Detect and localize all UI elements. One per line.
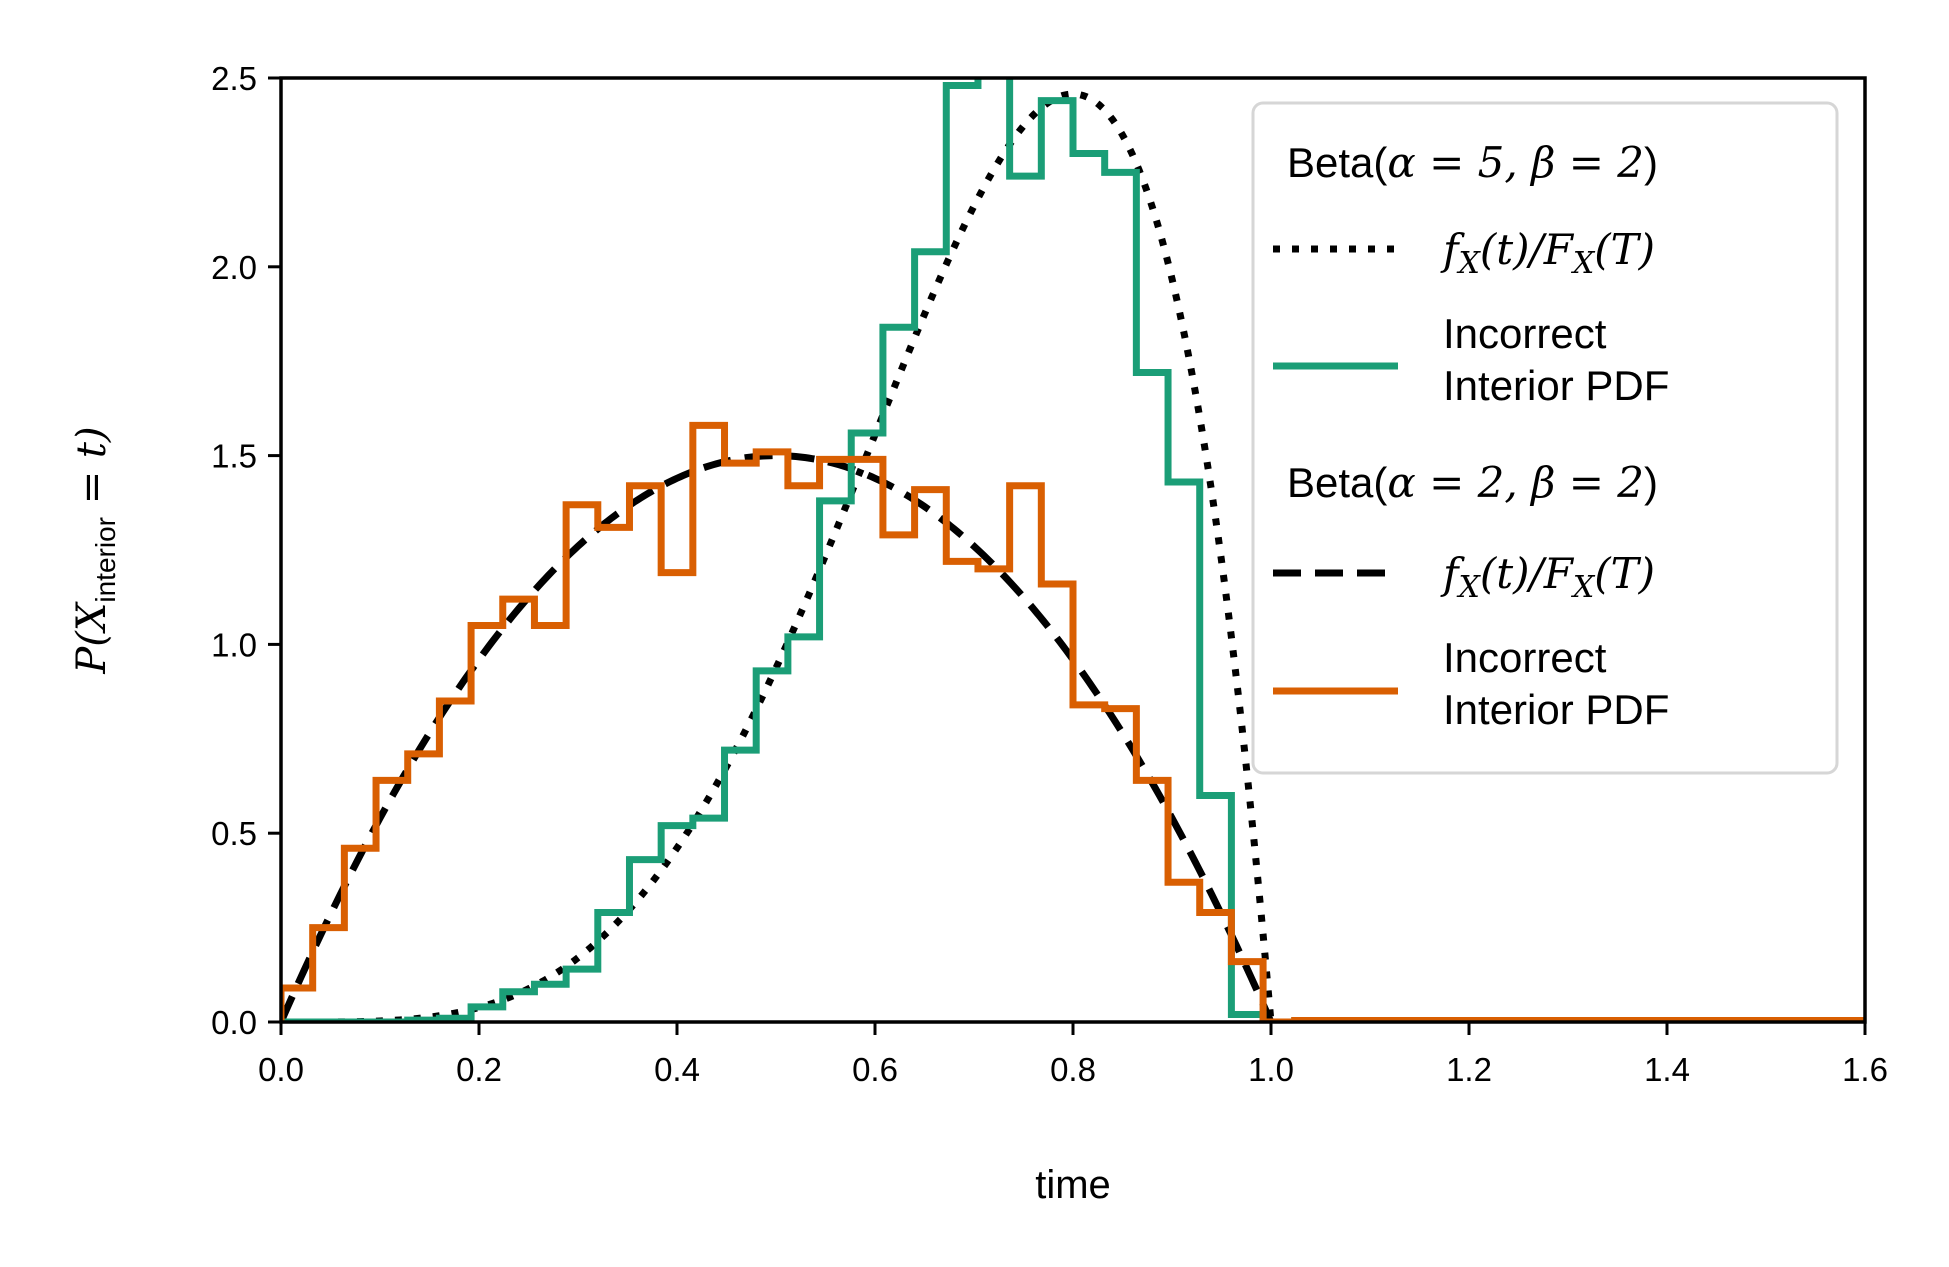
- legend-box: [1251, 101, 1839, 775]
- histogram-series: [281, 78, 1865, 1022]
- legend-label-F-sub: X: [1571, 246, 1596, 281]
- x-tick-label: 1.2: [1446, 1051, 1492, 1088]
- pdf-curve-dotted: [281, 90, 1865, 1022]
- y-axis-title: P(Xinterior = t): [69, 426, 121, 674]
- legend-label-end: (T): [1594, 549, 1655, 598]
- legend-label-hist-1-line1: Incorrect: [1443, 310, 1607, 357]
- y-tick-label: 2.5: [211, 60, 257, 97]
- y-axis-title-subscript: interior: [90, 517, 121, 603]
- x-tick-label: 0.8: [1050, 1051, 1096, 1088]
- legend-label-f-sub: X: [1457, 570, 1482, 605]
- legend-group-title-suffix: ): [1644, 459, 1658, 506]
- series-layer: [281, 78, 1865, 1022]
- legend: Beta(α = 5, β = 2) fX(t)/FX(T) Incorrect…: [1251, 101, 1839, 775]
- y-tick-label: 0.5: [211, 815, 257, 852]
- legend-group-title-math: α = 2, β = 2: [1387, 458, 1644, 507]
- y-tick-label: 2.0: [211, 249, 257, 286]
- legend-label-F: F: [1543, 549, 1575, 598]
- y-tick-label: 0.0: [211, 1004, 257, 1041]
- legend-group-title-prefix: Beta(: [1287, 459, 1387, 506]
- x-tick-label: 0.0: [258, 1051, 304, 1088]
- plot-area: [281, 78, 1865, 1022]
- x-tick-label: 0.6: [852, 1051, 898, 1088]
- legend-label-f-sub: X: [1457, 246, 1482, 281]
- legend-group-title-beta-5-2: Beta(α = 5, β = 2): [1287, 138, 1658, 187]
- legend-label-pdf-2: fX(t)/FX(T): [1440, 549, 1655, 605]
- y-axis-title-prefix: P(X: [69, 601, 115, 675]
- x-tick-label: 1.0: [1248, 1051, 1294, 1088]
- x-tick-label: 0.2: [456, 1051, 502, 1088]
- legend-group-title-math: α = 5, β = 2: [1387, 138, 1644, 187]
- legend-label-pdf-1: fX(t)/FX(T): [1440, 225, 1655, 281]
- x-axis: 0.0 0.2 0.4 0.6 0.8 1.0 1.2 1.4 1.6: [258, 1022, 1888, 1088]
- x-tick-label: 1.6: [1842, 1051, 1888, 1088]
- x-tick-label: 1.4: [1644, 1051, 1690, 1088]
- histogram-series: [281, 421, 1865, 1022]
- y-tick-label: 1.5: [211, 438, 257, 475]
- legend-label-hist-2-line1: Incorrect: [1443, 634, 1607, 681]
- legend-label-end: (T): [1594, 225, 1655, 274]
- legend-group-title-prefix: Beta(: [1287, 139, 1387, 186]
- x-axis-title: time: [1035, 1163, 1111, 1207]
- legend-label-mid: (t)/: [1480, 549, 1548, 598]
- legend-label-hist-1-line2: Interior PDF: [1443, 362, 1669, 409]
- legend-label-F-sub: X: [1571, 570, 1596, 605]
- legend-group-title-suffix: ): [1644, 139, 1658, 186]
- x-tick-label: 0.4: [654, 1051, 700, 1088]
- y-axis: 0.0 0.5 1.0 1.5 2.0 2.5: [211, 60, 281, 1041]
- legend-group-title-beta-2-2: Beta(α = 2, β = 2): [1287, 458, 1658, 507]
- y-tick-label: 1.0: [211, 626, 257, 663]
- legend-label-F: F: [1543, 225, 1575, 274]
- legend-label-hist-2-line2: Interior PDF: [1443, 686, 1669, 733]
- y-axis-title-suffix: = t): [69, 426, 115, 517]
- legend-label-mid: (t)/: [1480, 225, 1548, 274]
